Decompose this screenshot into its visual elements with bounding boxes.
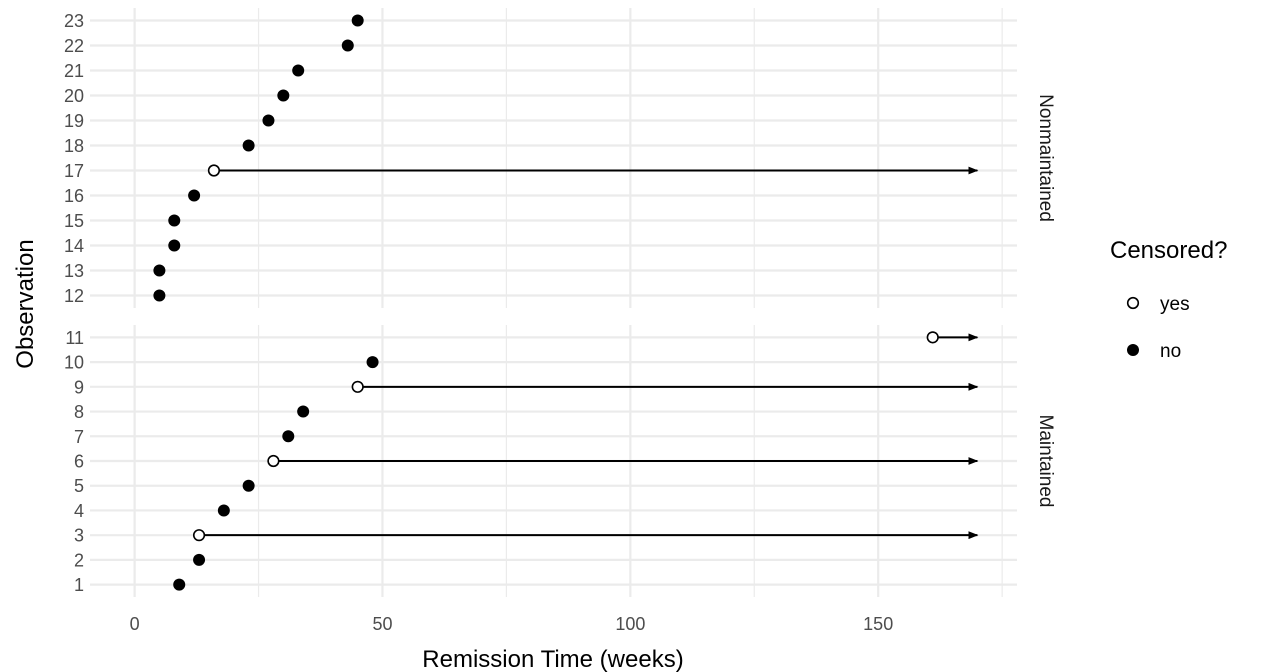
x-tick-label: 50 — [372, 614, 392, 634]
x-axis-title: Remission Time (weeks) — [422, 646, 683, 672]
y-tick-label: 21 — [64, 61, 84, 81]
censored-point — [192, 529, 206, 542]
y-tick-label: 3 — [74, 526, 84, 546]
y-tick-label: 15 — [64, 211, 84, 231]
y-tick-label: 8 — [74, 402, 84, 422]
y-tick-label: 14 — [64, 236, 84, 256]
facet-panel-maintained: 1 2 3 4 5 6 7 8 9 10 11 Maintained — [64, 325, 1056, 597]
y-axis-title: Observation — [12, 239, 39, 368]
event-point — [153, 289, 166, 302]
y-tick-label: 5 — [74, 476, 84, 496]
event-point — [242, 139, 255, 152]
y-tick-label: 6 — [74, 452, 84, 472]
event-point — [168, 239, 181, 252]
censored-point — [351, 380, 364, 393]
y-tick-label: 19 — [64, 111, 84, 131]
event-point — [242, 479, 255, 492]
y-tick-label: 16 — [64, 186, 84, 206]
legend: Censored? yes no — [1110, 237, 1227, 362]
event-point — [173, 578, 186, 591]
y-tick-label: 17 — [64, 161, 84, 181]
y-tick-label: 4 — [74, 501, 84, 521]
facet-strip-label: Maintained — [1035, 415, 1056, 508]
x-tick-label: 150 — [863, 614, 893, 634]
y-tick-label: 22 — [64, 36, 84, 56]
event-point — [282, 430, 295, 443]
event-point — [262, 114, 275, 127]
legend-key-no — [1127, 344, 1139, 356]
x-tick-label: 100 — [615, 614, 645, 634]
y-tick-label: 11 — [65, 328, 84, 348]
panels: 121314151617181920212223Nonmaintained123… — [64, 8, 1056, 597]
event-point — [277, 89, 290, 102]
censored-point — [926, 331, 939, 344]
y-tick-label: 13 — [64, 261, 84, 281]
x-tick-label: 0 — [130, 614, 140, 634]
event-point — [153, 264, 166, 277]
facet-strip-label: Nonmaintained — [1035, 94, 1056, 222]
x-axis: 0 50 100 150 — [130, 614, 894, 634]
legend-key-yes — [1126, 296, 1140, 310]
legend-label: yes — [1160, 294, 1190, 315]
legend-label: no — [1160, 341, 1181, 362]
event-point — [341, 39, 354, 52]
legend-title: Censored? — [1110, 237, 1227, 264]
y-tick-label: 10 — [64, 353, 84, 373]
event-point — [217, 504, 230, 517]
y-tick-label: 12 — [64, 286, 84, 306]
y-tick-label: 2 — [74, 550, 84, 570]
y-tick-label: 20 — [64, 86, 84, 106]
censored-point — [267, 454, 280, 468]
event-point — [351, 14, 364, 27]
event-point — [193, 553, 206, 566]
event-point — [168, 214, 181, 227]
y-tick-label: 23 — [64, 11, 84, 31]
event-point — [297, 405, 310, 418]
y-tick-label: 1 — [74, 575, 84, 595]
event-point — [366, 356, 379, 369]
y-tick-label: 9 — [74, 377, 84, 397]
y-tick-label: 18 — [64, 136, 84, 156]
event-point — [292, 64, 305, 77]
censored-point — [207, 164, 221, 177]
facet-panel-nonmaintained: 12 13 14 15 16 17 18 19 20 21 22 23 Nonmaintained — [64, 8, 1056, 308]
event-point — [188, 189, 201, 202]
y-tick-label: 7 — [74, 427, 84, 447]
